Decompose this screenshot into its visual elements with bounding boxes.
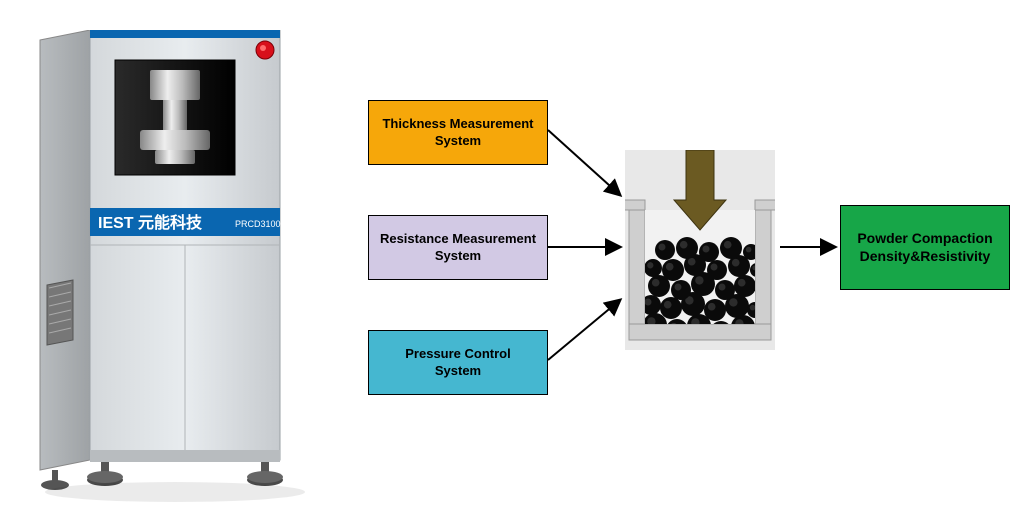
arrows-overlay — [0, 0, 1027, 517]
